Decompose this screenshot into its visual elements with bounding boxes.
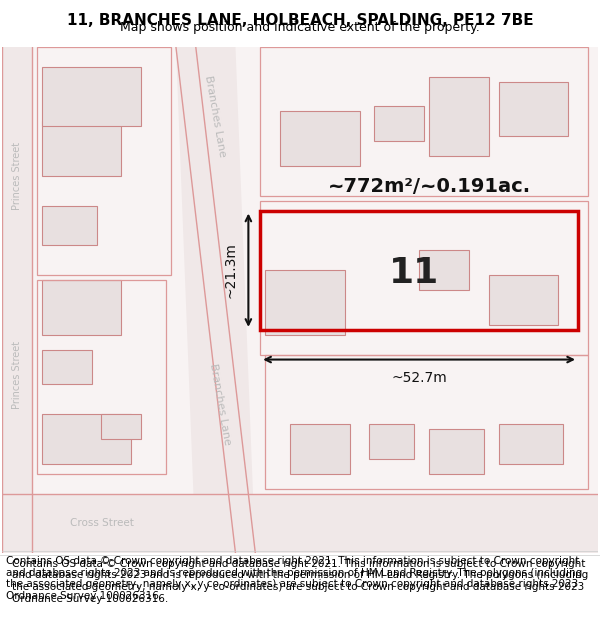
Bar	[488, 275, 558, 325]
Bar	[429, 429, 484, 474]
Bar	[374, 106, 424, 141]
Text: Contains OS data © Crown copyright and database right 2021. This information is : Contains OS data © Crown copyright and d…	[12, 559, 588, 604]
Bar	[499, 424, 563, 464]
Bar	[101, 414, 141, 439]
Bar	[42, 280, 121, 335]
Text: Branches Lane: Branches Lane	[208, 362, 233, 446]
Bar	[419, 251, 469, 290]
Bar	[265, 270, 344, 335]
Bar	[429, 77, 488, 156]
Bar	[290, 424, 350, 474]
Bar	[42, 206, 97, 246]
Text: Princes Street: Princes Street	[12, 341, 22, 409]
Bar	[42, 67, 141, 126]
Text: ~772m²/~0.191ac.: ~772m²/~0.191ac.	[328, 177, 530, 196]
Bar	[260, 211, 578, 330]
Bar	[42, 414, 131, 464]
Text: Map shows position and indicative extent of the property.: Map shows position and indicative extent…	[120, 21, 480, 34]
Polygon shape	[2, 494, 598, 553]
Bar	[499, 82, 568, 136]
Bar	[370, 424, 414, 459]
Bar	[280, 111, 359, 166]
Text: 11: 11	[389, 256, 439, 290]
Text: ~21.3m: ~21.3m	[223, 242, 238, 298]
Text: ~52.7m: ~52.7m	[391, 371, 447, 386]
Bar	[42, 121, 121, 176]
Text: 11, BRANCHES LANE, HOLBEACH, SPALDING, PE12 7BE: 11, BRANCHES LANE, HOLBEACH, SPALDING, P…	[67, 13, 533, 28]
Polygon shape	[2, 47, 32, 553]
Text: Branches Lane: Branches Lane	[203, 75, 228, 158]
Text: Cross Street: Cross Street	[70, 518, 133, 528]
Bar	[42, 349, 92, 384]
Text: Contains OS data © Crown copyright and database right 2021. This information is : Contains OS data © Crown copyright and d…	[6, 556, 582, 601]
Polygon shape	[176, 47, 256, 553]
Text: Princes Street: Princes Street	[12, 142, 22, 210]
